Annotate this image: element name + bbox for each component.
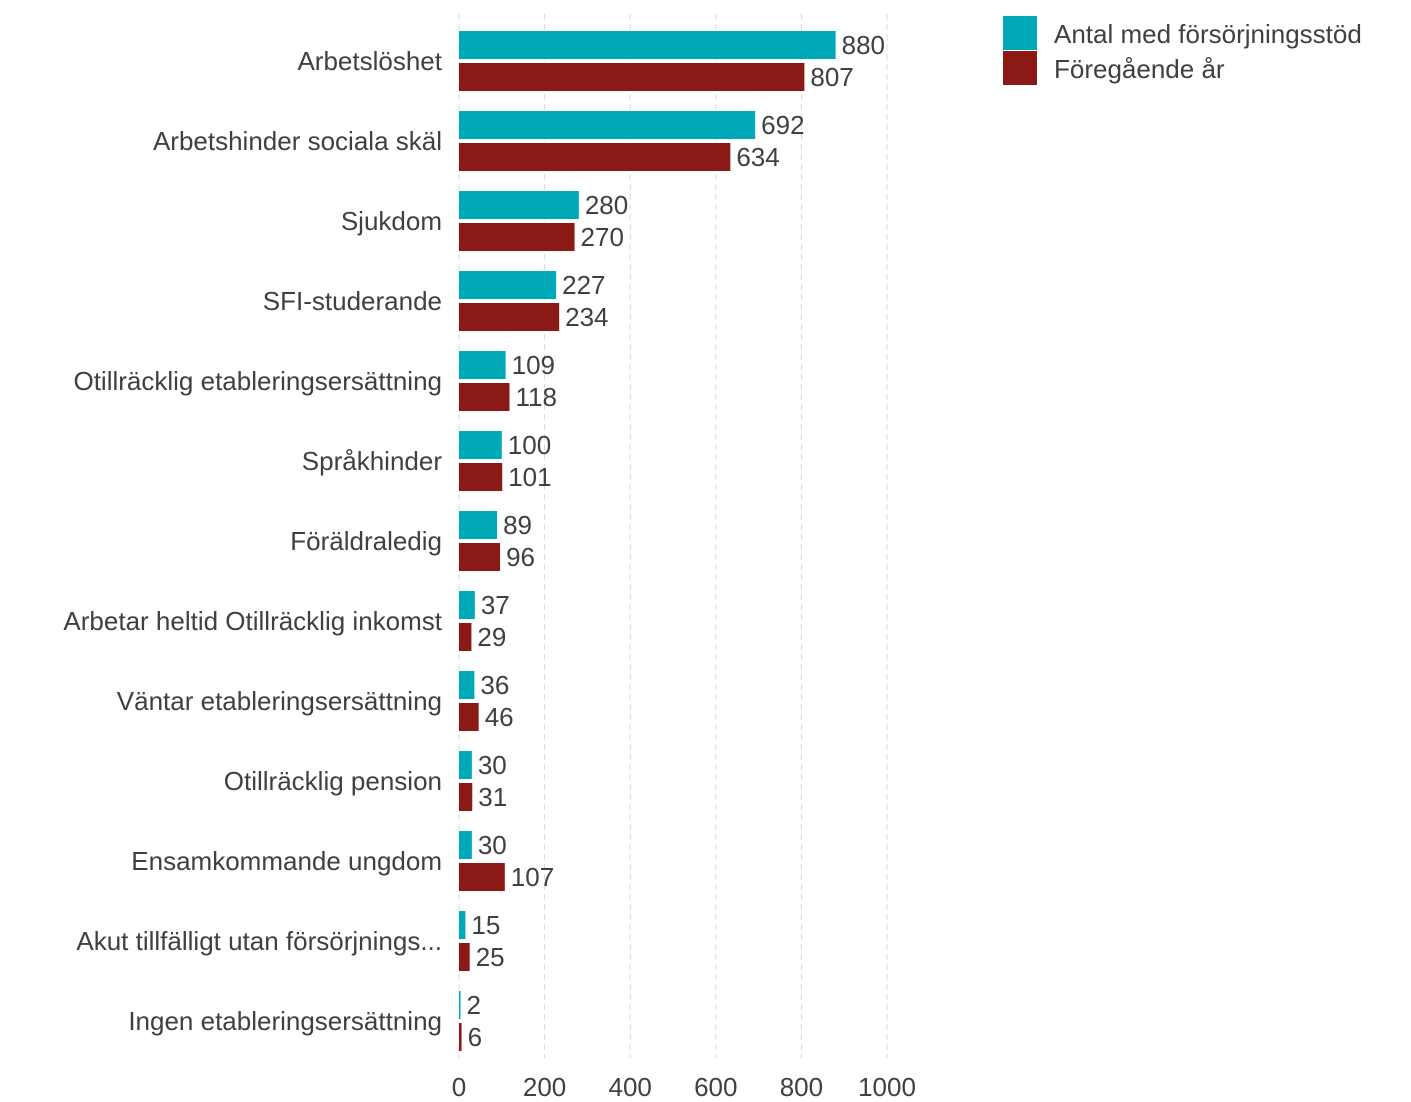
x-tick-label: 1000 xyxy=(858,1072,916,1102)
bar-previous xyxy=(459,783,473,811)
legend-label: Föregående år xyxy=(1054,54,1225,84)
x-tick-label: 800 xyxy=(780,1072,823,1102)
bar-previous xyxy=(459,63,805,91)
category-label: Arbetslöshet xyxy=(297,46,442,76)
bar-current xyxy=(459,671,475,699)
x-tick-label: 600 xyxy=(694,1072,737,1102)
bars xyxy=(459,31,836,1051)
category-label: Otillräcklig etableringsersättning xyxy=(73,366,442,396)
bar-current xyxy=(459,111,756,139)
category-label: Sjukdom xyxy=(341,206,442,236)
bar-previous xyxy=(459,383,510,411)
data-label: 634 xyxy=(736,142,779,172)
data-label: 96 xyxy=(506,542,535,572)
data-label: 31 xyxy=(478,782,507,812)
bar-current xyxy=(459,511,498,539)
data-label: 30 xyxy=(478,750,507,780)
legend: Antal med försörjningsstöd Föregående år xyxy=(1003,16,1362,85)
bar-current xyxy=(459,31,836,59)
data-label: 107 xyxy=(511,862,554,892)
category-label: Arbetshinder sociala skäl xyxy=(153,126,442,156)
data-label: 2 xyxy=(467,990,481,1020)
legend-label: Antal med försörjningsstöd xyxy=(1054,19,1362,49)
bar-previous xyxy=(459,463,503,491)
bar-current xyxy=(459,831,472,859)
bar-previous xyxy=(459,863,505,891)
bar-current xyxy=(459,591,475,619)
bar-current xyxy=(459,751,472,779)
legend-swatch xyxy=(1003,51,1037,85)
data-label: 29 xyxy=(477,622,506,652)
bar-current xyxy=(459,991,461,1019)
category-label: Väntar etableringsersättning xyxy=(117,686,442,716)
data-label: 15 xyxy=(471,910,500,940)
bar-current xyxy=(459,431,502,459)
category-label: Språkhinder xyxy=(302,446,443,476)
data-label: 692 xyxy=(761,110,804,140)
data-label: 89 xyxy=(503,510,532,540)
bar-current xyxy=(459,911,466,939)
data-label: 234 xyxy=(565,302,608,332)
category-label: Akut tillfälligt utan försörjnings... xyxy=(76,926,442,956)
bar-previous xyxy=(459,223,575,251)
bar-current xyxy=(459,271,557,299)
bar-previous xyxy=(459,303,560,331)
bar-previous xyxy=(459,623,472,651)
data-label: 280 xyxy=(585,190,628,220)
data-label: 6 xyxy=(468,1022,482,1052)
data-label: 118 xyxy=(516,382,557,412)
bar-current xyxy=(459,191,579,219)
bar-current xyxy=(459,351,506,379)
category-label: SFI-studerande xyxy=(263,286,442,316)
category-label: Ingen etableringsersättning xyxy=(128,1006,442,1036)
data-label: 25 xyxy=(476,942,505,972)
bar-previous xyxy=(459,143,731,171)
data-label: 227 xyxy=(562,270,605,300)
data-label: 37 xyxy=(481,590,510,620)
bar-previous xyxy=(459,543,501,571)
data-label: 46 xyxy=(485,702,514,732)
data-label: 30 xyxy=(478,830,507,860)
category-labels: Arbetslöshet Arbetshinder sociala skäl Sju… xyxy=(63,46,442,1036)
data-label: 101 xyxy=(508,462,551,492)
legend-swatch xyxy=(1003,16,1037,50)
bar-previous xyxy=(459,703,479,731)
bar-previous xyxy=(459,943,470,971)
data-label: 880 xyxy=(842,30,885,60)
category-label: Föräldraledig xyxy=(290,526,442,556)
data-label: 100 xyxy=(508,430,551,460)
category-label: Otillräcklig pension xyxy=(224,766,442,796)
data-label: 270 xyxy=(581,222,624,252)
x-tick-label: 400 xyxy=(609,1072,652,1102)
x-axis-ticks: 0 200 400 600 800 1000 xyxy=(452,1072,916,1102)
data-label: 36 xyxy=(480,670,509,700)
data-label: 109 xyxy=(512,350,555,380)
x-tick-label: 200 xyxy=(523,1072,566,1102)
data-label: 807 xyxy=(810,62,853,92)
category-label: Arbetar heltid Otillräcklig inkomst xyxy=(63,606,442,636)
category-label: Ensamkommande ungdom xyxy=(131,846,442,876)
x-tick-label: 0 xyxy=(452,1072,466,1102)
bar-previous xyxy=(459,1023,462,1051)
